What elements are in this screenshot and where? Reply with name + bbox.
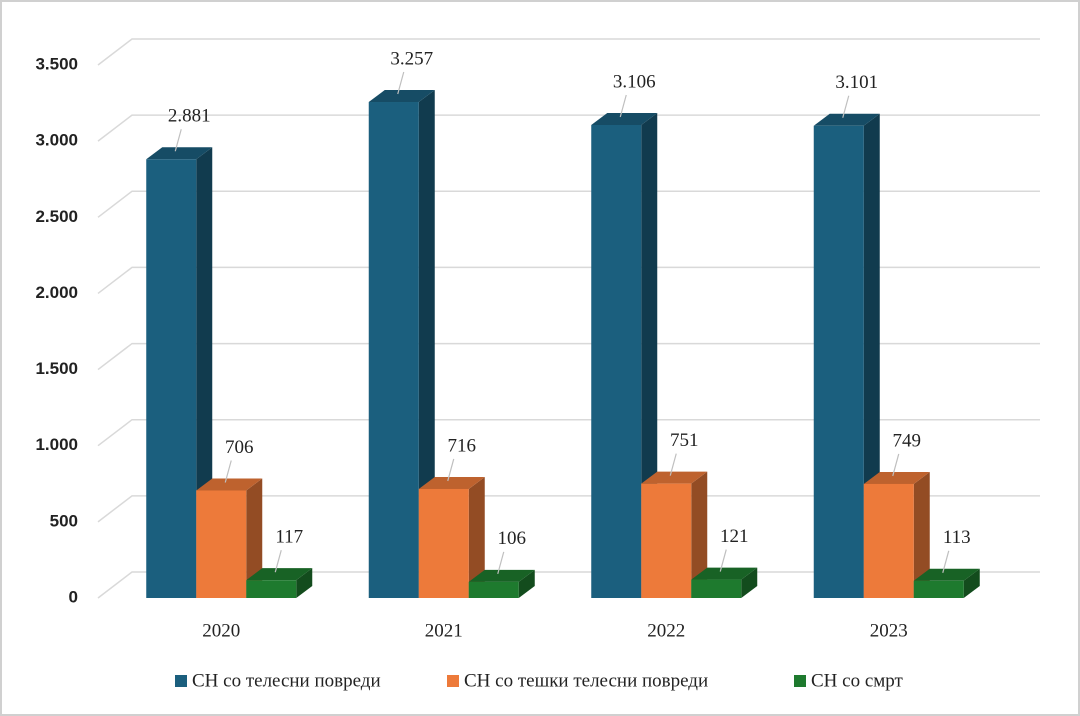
bar	[863, 483, 914, 598]
leader-line	[719, 549, 727, 572]
bar-side	[468, 476, 485, 598]
legend-label: СН со тешки телесни повреди	[464, 670, 708, 691]
bar-side	[741, 567, 758, 598]
leader-line	[447, 458, 455, 482]
bar	[418, 488, 469, 598]
data-label: 121	[720, 526, 749, 547]
legend-swatch	[794, 675, 806, 687]
bar-top	[813, 113, 880, 126]
bar-side	[913, 471, 930, 598]
bar	[813, 125, 864, 599]
bar	[368, 102, 419, 598]
leader-line	[619, 94, 627, 118]
bar-top	[246, 568, 313, 581]
leader-line	[842, 95, 850, 118]
bar-top	[468, 569, 535, 582]
data-label: 2.881	[168, 106, 211, 127]
grid-line	[97, 190, 1040, 218]
data-label: 3.257	[390, 48, 433, 69]
bar-top	[418, 476, 485, 489]
bar	[246, 580, 297, 598]
leader-line	[942, 550, 950, 573]
legend-label: СН со смрт	[811, 670, 904, 691]
data-label: 3.106	[613, 71, 656, 92]
leader-line	[397, 71, 405, 95]
bar-side	[691, 471, 708, 598]
bar-top	[691, 567, 758, 580]
bar	[468, 581, 519, 598]
bar-side	[246, 478, 263, 598]
bar-top	[591, 113, 658, 126]
bar-side	[518, 569, 535, 598]
bar	[196, 490, 247, 598]
y-tick-label: 1.000	[35, 435, 78, 454]
data-label: 716	[448, 435, 477, 456]
x-tick-label: 2023	[870, 620, 908, 641]
x-tick-label: 2021	[425, 620, 463, 641]
bar-top	[913, 568, 980, 581]
grid-line	[97, 266, 1040, 295]
grid-line	[97, 114, 1040, 142]
data-label: 751	[670, 430, 699, 451]
leader-line	[274, 550, 282, 573]
bar	[641, 483, 692, 598]
bar-top	[368, 90, 435, 103]
bar	[146, 159, 197, 598]
grid-line	[97, 342, 1040, 371]
y-tick-label: 2.000	[35, 283, 78, 302]
legend-label: СН со телесни повреди	[192, 670, 381, 691]
legend-swatch	[447, 675, 459, 687]
leader-line	[224, 460, 232, 483]
bar-side	[296, 568, 313, 598]
bar-top	[196, 478, 263, 491]
y-tick-label: 2.500	[35, 207, 78, 226]
data-label: 749	[893, 430, 922, 451]
leader-line	[669, 453, 677, 476]
data-label: 3.101	[835, 72, 878, 93]
bar	[913, 580, 964, 598]
bar-top	[641, 471, 708, 484]
x-tick-label: 2020	[202, 620, 240, 641]
bar-top	[146, 147, 213, 160]
bar-side	[963, 568, 980, 598]
data-label: 706	[225, 437, 254, 458]
y-tick-label: 0	[69, 587, 78, 606]
bar-side	[418, 90, 435, 598]
y-tick-label: 3.500	[35, 54, 78, 73]
bar-top	[863, 471, 930, 484]
y-tick-label: 1.500	[35, 359, 78, 378]
y-tick-label: 3.000	[35, 131, 78, 150]
data-label: 117	[275, 527, 303, 548]
y-tick-label: 500	[50, 511, 78, 530]
grid-line	[97, 418, 1040, 447]
x-tick-label: 2022	[647, 620, 685, 641]
bar	[691, 579, 742, 598]
legend-swatch	[175, 675, 187, 687]
data-label: 113	[943, 527, 971, 548]
bar	[591, 125, 642, 598]
leader-line	[497, 551, 505, 575]
leader-line	[174, 129, 182, 152]
data-label: 106	[498, 528, 527, 549]
grid-line	[97, 495, 1040, 523]
grid-line	[97, 38, 1040, 66]
leader-line	[892, 453, 900, 477]
